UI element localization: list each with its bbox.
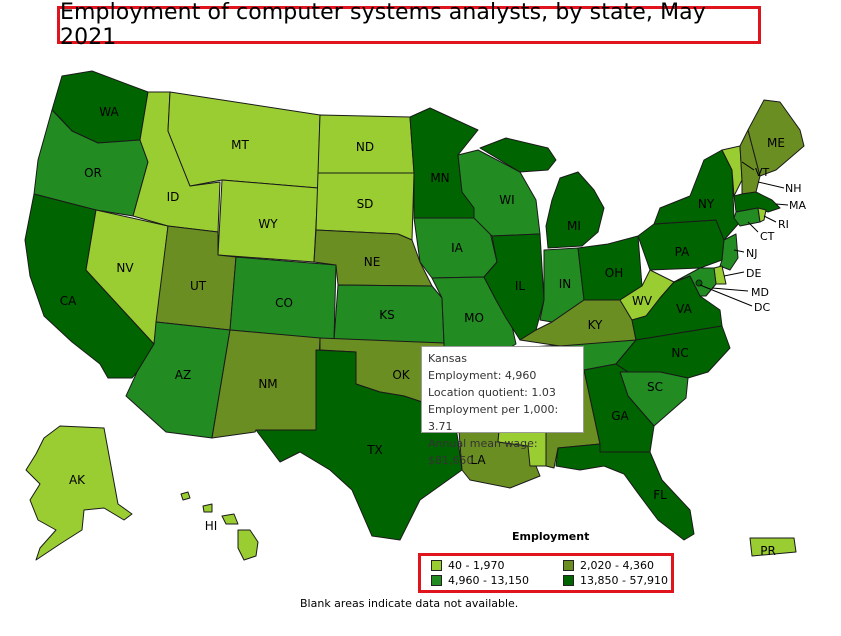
label-wi: WI bbox=[499, 193, 514, 207]
legend-label: 40 - 1,970 bbox=[448, 559, 505, 572]
legend-swatch bbox=[431, 575, 442, 586]
label-ia: IA bbox=[451, 241, 464, 255]
legend: 40 - 1,970 2,020 - 4,360 4,960 - 13,150 … bbox=[418, 553, 674, 593]
tooltip-per-thousand: Employment per 1,000: 3.71 bbox=[428, 403, 559, 433]
label-nc: NC bbox=[671, 346, 688, 360]
state-tx[interactable] bbox=[255, 349, 463, 541]
label-wv: WV bbox=[632, 294, 653, 308]
label-or: OR bbox=[84, 166, 102, 180]
state-me[interactable] bbox=[747, 99, 805, 177]
tooltip-wage: Annual mean wage: $81,650 bbox=[428, 437, 538, 467]
label-az: AZ bbox=[175, 368, 191, 382]
label-il: IL bbox=[515, 279, 526, 293]
legend-label: 4,960 - 13,150 bbox=[448, 574, 529, 587]
label-nj: NJ bbox=[746, 247, 757, 260]
state-md[interactable] bbox=[673, 267, 717, 297]
label-ca: CA bbox=[60, 294, 77, 308]
legend-swatch bbox=[563, 575, 574, 586]
state-ak[interactable] bbox=[25, 425, 133, 561]
label-ga: GA bbox=[611, 409, 629, 423]
label-mo: MO bbox=[464, 311, 484, 325]
legend-label: 2,020 - 4,360 bbox=[580, 559, 654, 572]
label-mn: MN bbox=[430, 171, 449, 185]
tooltip-location-quotient: Location quotient: 1.03 bbox=[428, 386, 556, 399]
tooltip-state-name: Kansas bbox=[428, 352, 467, 365]
label-co: CO bbox=[275, 296, 293, 310]
label-ky: KY bbox=[588, 318, 603, 332]
label-ma: MA bbox=[789, 199, 806, 212]
label-nd: ND bbox=[356, 140, 374, 154]
footnote: Blank areas indicate data not available. bbox=[300, 597, 519, 610]
legend-item[interactable]: 2,020 - 4,360 bbox=[563, 559, 654, 572]
state-dc[interactable] bbox=[695, 279, 703, 287]
label-ks: KS bbox=[379, 308, 395, 322]
tooltip-employment: Employment: 4,960 bbox=[428, 369, 537, 382]
state-mi-lower[interactable] bbox=[545, 171, 605, 249]
label-vt: VT bbox=[755, 166, 770, 179]
legend-swatch bbox=[431, 560, 442, 571]
state-vt[interactable] bbox=[721, 145, 743, 197]
state-mi[interactable] bbox=[479, 137, 557, 173]
state-fl[interactable] bbox=[555, 443, 695, 541]
legend-swatch bbox=[563, 560, 574, 571]
state-nj[interactable] bbox=[719, 233, 739, 271]
label-wy: WY bbox=[258, 217, 278, 231]
label-de: DE bbox=[746, 267, 761, 280]
label-ri: RI bbox=[778, 218, 789, 231]
label-md: MD bbox=[751, 286, 769, 299]
label-id: ID bbox=[167, 190, 180, 204]
legend-label: 13,850 - 57,910 bbox=[580, 574, 668, 587]
label-me: ME bbox=[767, 136, 785, 150]
label-sd: SD bbox=[357, 197, 374, 211]
label-sc: SC bbox=[647, 380, 663, 394]
legend-item[interactable]: 40 - 1,970 bbox=[431, 559, 504, 572]
label-ok: OK bbox=[392, 368, 410, 382]
label-ct: CT bbox=[760, 230, 775, 243]
label-oh: OH bbox=[605, 266, 623, 280]
label-ny: NY bbox=[698, 197, 715, 211]
label-pa: PA bbox=[675, 245, 690, 259]
state-ri[interactable] bbox=[757, 207, 767, 223]
label-mi: MI bbox=[567, 219, 581, 233]
label-ak: AK bbox=[69, 473, 86, 487]
title-box: Employment of computer systems analysts,… bbox=[57, 0, 761, 50]
map-title: Employment of computer systems analysts,… bbox=[60, 0, 706, 50]
label-mt: MT bbox=[231, 138, 249, 152]
label-nv: NV bbox=[116, 261, 134, 275]
label-tx: TX bbox=[366, 443, 383, 457]
label-wa: WA bbox=[99, 105, 119, 119]
label-pr: PR bbox=[760, 544, 776, 558]
label-la: LA bbox=[470, 453, 486, 467]
label-hi: HI bbox=[205, 519, 218, 533]
label-va: VA bbox=[676, 302, 692, 316]
label-nm: NM bbox=[258, 377, 277, 391]
state-il[interactable] bbox=[483, 233, 545, 341]
legend-item[interactable]: 4,960 - 13,150 bbox=[431, 574, 529, 587]
state-tooltip: Kansas Employment: 4,960 Location quotie… bbox=[421, 346, 584, 467]
label-ut: UT bbox=[190, 279, 207, 293]
legend-item[interactable]: 13,850 - 57,910 bbox=[563, 574, 668, 587]
label-dc: DC bbox=[754, 301, 770, 314]
label-fl: FL bbox=[653, 488, 667, 502]
state-hi[interactable] bbox=[180, 491, 259, 561]
label-in: IN bbox=[559, 277, 572, 291]
label-nh: NH bbox=[785, 182, 802, 195]
label-ne: NE bbox=[364, 255, 381, 269]
state-pr[interactable] bbox=[749, 537, 797, 557]
legend-title: Employment bbox=[512, 530, 590, 543]
